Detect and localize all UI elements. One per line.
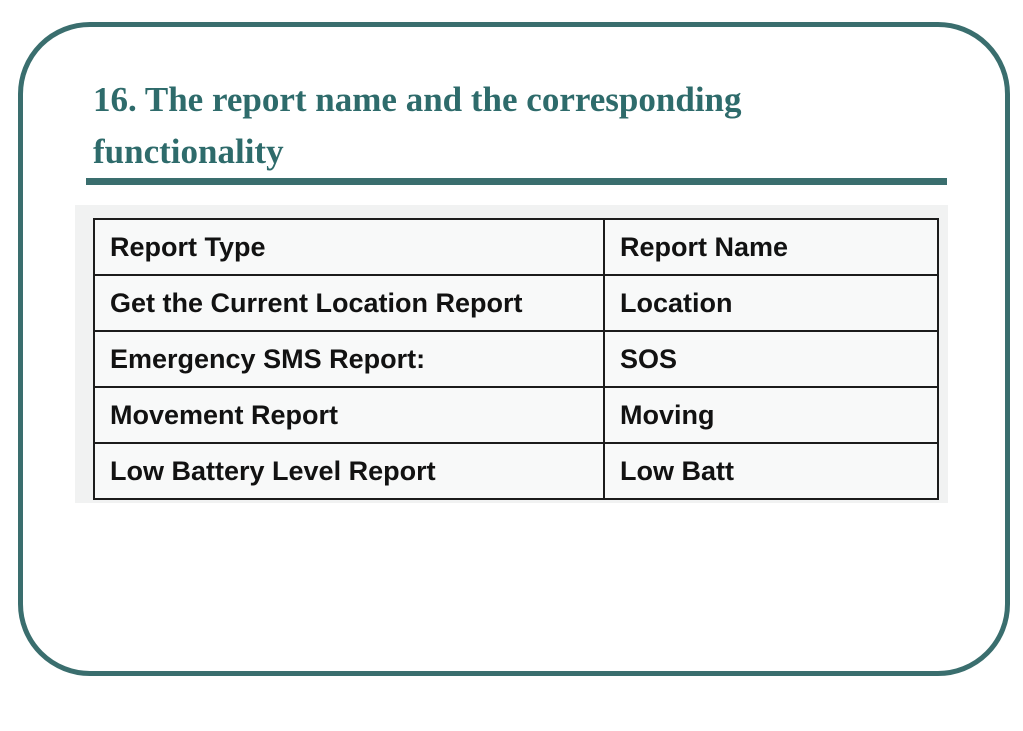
cell-report-type: Get the Current Location Report [93, 274, 605, 332]
cell-report-name: SOS [603, 330, 939, 388]
column-header-report-name: Report Name [603, 218, 939, 276]
title-underline [86, 178, 947, 185]
slide-title: 16. The report name and the correspondin… [93, 80, 742, 171]
table-header-row: Report Type Report Name [93, 218, 939, 276]
cell-report-name: Location [603, 274, 939, 332]
cell-report-name: Moving [603, 386, 939, 444]
report-table: Report Type Report Name Get the Current … [93, 218, 939, 500]
table-row: Emergency SMS Report: SOS [93, 330, 939, 388]
column-header-report-type: Report Type [93, 218, 605, 276]
table-row: Low Battery Level Report Low Batt [93, 442, 939, 500]
table-row: Movement Report Moving [93, 386, 939, 444]
table-row: Get the Current Location Report Location [93, 274, 939, 332]
cell-report-type: Movement Report [93, 386, 605, 444]
cell-report-type: Emergency SMS Report: [93, 330, 605, 388]
cell-report-name: Low Batt [603, 442, 939, 500]
cell-report-type: Low Battery Level Report [93, 442, 605, 500]
